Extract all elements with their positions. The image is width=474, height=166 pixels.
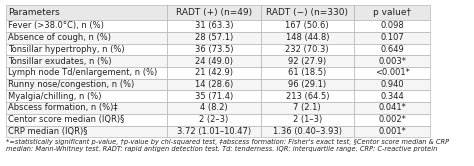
Bar xyxy=(261,102,354,114)
Text: 0.003*: 0.003* xyxy=(378,57,406,66)
Text: <0.001*: <0.001* xyxy=(375,68,410,77)
Bar xyxy=(6,5,167,20)
Bar xyxy=(167,114,261,125)
Text: 0.001*: 0.001* xyxy=(378,127,406,136)
Text: 35 (71.4): 35 (71.4) xyxy=(195,92,233,101)
Text: RADT (−) (n=330): RADT (−) (n=330) xyxy=(266,8,348,17)
Text: 232 (70.3): 232 (70.3) xyxy=(285,45,329,54)
Bar xyxy=(167,79,261,90)
Text: Parameters: Parameters xyxy=(8,8,60,17)
Bar xyxy=(354,125,430,137)
Bar xyxy=(261,32,354,43)
Text: 24 (49.0): 24 (49.0) xyxy=(195,57,233,66)
Text: 213 (64.5): 213 (64.5) xyxy=(285,92,329,101)
Bar xyxy=(6,20,167,32)
Bar xyxy=(261,55,354,67)
Bar xyxy=(6,114,167,125)
Text: RADT (+) (n=49): RADT (+) (n=49) xyxy=(176,8,252,17)
Text: 2 (2–3): 2 (2–3) xyxy=(199,115,228,124)
Bar xyxy=(354,55,430,67)
Bar xyxy=(6,90,167,102)
Text: Abscess formation, n (%)‡: Abscess formation, n (%)‡ xyxy=(8,103,118,112)
Bar xyxy=(261,67,354,79)
Text: p value†: p value† xyxy=(373,8,411,17)
Bar xyxy=(261,114,354,125)
Text: 0.041*: 0.041* xyxy=(378,103,406,112)
Bar xyxy=(6,67,167,79)
Bar xyxy=(6,79,167,90)
Text: 0.002*: 0.002* xyxy=(378,115,406,124)
Text: Runny nose/congestion, n (%): Runny nose/congestion, n (%) xyxy=(8,80,134,89)
Text: 0.107: 0.107 xyxy=(380,33,404,42)
Text: Tonsillar hypertrophy, n (%): Tonsillar hypertrophy, n (%) xyxy=(8,45,125,54)
Text: 0.649: 0.649 xyxy=(380,45,404,54)
Text: 4 (8.2): 4 (8.2) xyxy=(200,103,228,112)
Text: Lymph node Td/enlargement, n (%): Lymph node Td/enlargement, n (%) xyxy=(8,68,157,77)
Text: Myalgia/chilling, n (%): Myalgia/chilling, n (%) xyxy=(8,92,101,101)
Text: 0.940: 0.940 xyxy=(381,80,404,89)
Text: 2 (1–3): 2 (1–3) xyxy=(292,115,322,124)
Text: 167 (50.6): 167 (50.6) xyxy=(285,21,329,30)
Text: 92 (27.9): 92 (27.9) xyxy=(288,57,326,66)
Bar xyxy=(261,43,354,55)
Text: 1.36 (0.40–3.93): 1.36 (0.40–3.93) xyxy=(273,127,342,136)
Bar xyxy=(354,32,430,43)
Bar xyxy=(167,32,261,43)
Bar xyxy=(6,43,167,55)
Bar xyxy=(167,5,261,20)
Text: Fever (>38.0°C), n (%): Fever (>38.0°C), n (%) xyxy=(8,21,104,30)
Text: 61 (18.5): 61 (18.5) xyxy=(288,68,327,77)
Bar xyxy=(354,79,430,90)
Bar xyxy=(6,55,167,67)
Bar xyxy=(261,90,354,102)
Bar xyxy=(354,43,430,55)
Text: Tonsillar exudates, n (%): Tonsillar exudates, n (%) xyxy=(8,57,111,66)
Bar xyxy=(354,5,430,20)
Bar xyxy=(6,125,167,137)
Bar xyxy=(261,20,354,32)
Text: 36 (73.5): 36 (73.5) xyxy=(195,45,233,54)
Text: 3.72 (1.01–10.47): 3.72 (1.01–10.47) xyxy=(177,127,251,136)
Bar xyxy=(167,90,261,102)
Bar xyxy=(354,114,430,125)
Bar xyxy=(354,90,430,102)
Text: 31 (63.3): 31 (63.3) xyxy=(195,21,233,30)
Bar xyxy=(167,67,261,79)
Bar xyxy=(354,67,430,79)
Text: 148 (44.8): 148 (44.8) xyxy=(285,33,329,42)
Text: 0.098: 0.098 xyxy=(380,21,404,30)
Bar xyxy=(261,125,354,137)
Text: 96 (29.1): 96 (29.1) xyxy=(288,80,326,89)
Bar xyxy=(354,102,430,114)
Text: CRP median (IQR)§: CRP median (IQR)§ xyxy=(8,127,87,136)
Bar xyxy=(6,102,167,114)
Text: 7 (2.1): 7 (2.1) xyxy=(293,103,321,112)
Text: 14 (28.6): 14 (28.6) xyxy=(195,80,233,89)
Bar xyxy=(261,79,354,90)
Bar xyxy=(354,20,430,32)
Text: Centor score median (IQR)§: Centor score median (IQR)§ xyxy=(8,115,124,124)
Bar xyxy=(6,32,167,43)
Bar xyxy=(167,43,261,55)
Text: 0.344: 0.344 xyxy=(380,92,404,101)
Text: Absence of cough, n (%): Absence of cough, n (%) xyxy=(8,33,111,42)
Text: *=statistically significant p-value, †p-value by chi-squared test, ‡abscess form: *=statistically significant p-value, †p-… xyxy=(6,139,449,152)
Bar xyxy=(167,102,261,114)
Bar xyxy=(167,55,261,67)
Bar xyxy=(167,125,261,137)
Text: 21 (42.9): 21 (42.9) xyxy=(195,68,233,77)
Bar xyxy=(167,20,261,32)
Text: 28 (57.1): 28 (57.1) xyxy=(195,33,233,42)
Bar xyxy=(261,5,354,20)
